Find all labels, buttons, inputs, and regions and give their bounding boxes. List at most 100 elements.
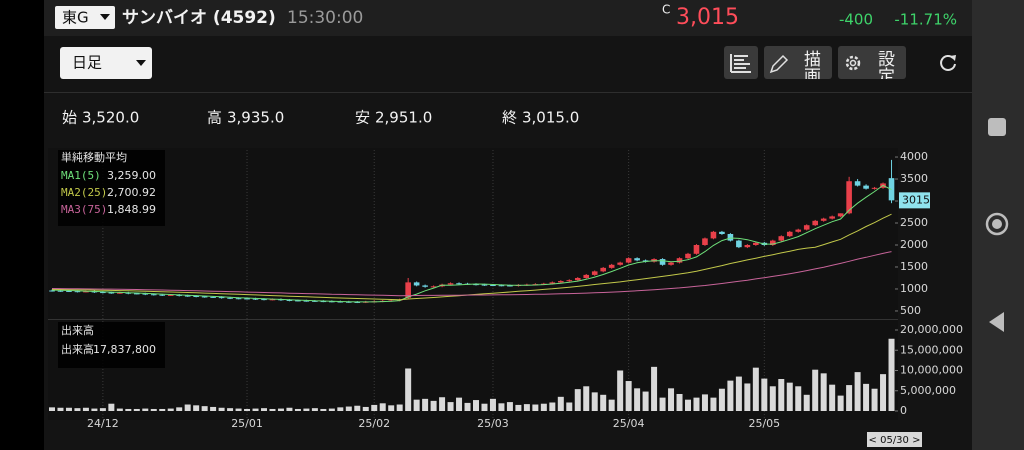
candle-body [447,283,454,285]
volume-bar [277,408,284,411]
draw-label: 描画 [800,50,821,84]
volume-bar [201,406,208,411]
volume-bar [269,408,276,411]
ohlc-label: 終 [502,109,517,127]
candle-body [685,253,691,259]
y-tick-label: 5,000,000 [900,384,956,397]
ohlc-value: 2,951.0 [375,109,432,127]
candle-body [286,299,293,301]
volume-bar [863,383,870,411]
volume-bar [710,397,717,411]
refresh-icon[interactable] [940,55,956,71]
volume-bar [422,398,429,411]
legend-value: 1,848.99 [107,203,156,216]
volume-bar [506,402,513,411]
volume-bar [405,368,412,411]
volume-bar [820,373,827,411]
ma-legend-box [58,150,165,226]
candle-body [710,231,717,239]
candle-body [846,181,852,214]
nav-home-dot [992,219,1002,229]
header-bar [44,0,972,36]
candle-body [193,296,199,298]
candle-body [295,300,301,302]
volume-bar [261,408,267,411]
volume-bar [693,397,700,411]
settings-label: 設定 [874,50,895,84]
volume-bar [727,380,734,411]
volume-bar [193,405,200,411]
nav-home[interactable] [985,212,1009,236]
candle-body [329,301,335,303]
volume-bar [447,402,454,411]
market-select[interactable] [55,6,115,29]
y-tick-label: 2500 [900,216,928,229]
gear-center [849,59,857,67]
candle-body [167,294,174,296]
candle-body [108,292,115,294]
candle-body [83,291,89,293]
volume-bar [150,408,157,411]
candle-body [210,296,216,298]
draw-button[interactable] [764,46,832,79]
candle-body [829,216,835,219]
settings-button[interactable] [838,46,906,79]
y-tick-label: 1500 [900,260,928,273]
candle-body [303,300,310,302]
refresh-arrow [950,55,956,61]
candle-body [218,297,225,299]
price-flag: C [662,3,670,17]
candle-body [600,267,606,272]
candle-body [354,301,361,303]
price-tag [899,192,930,209]
nav-recent[interactable] [988,118,1006,136]
candle-body [549,282,556,284]
candle-body [490,285,496,287]
candle-body [49,290,55,292]
volume-bar [803,394,810,411]
volume-bar [829,384,836,411]
candle-body [134,293,140,295]
volume-bar [498,403,505,411]
legend-value: 2,700.92 [107,186,156,199]
volume-bar [651,366,658,411]
volume-bar [523,404,530,411]
volume-bar [786,382,793,411]
candle-body [693,244,700,254]
indicator-button[interactable] [724,46,758,79]
volume-bar [294,408,301,411]
candle-body [566,280,573,282]
volume-bar [481,403,488,411]
candle-body [498,285,505,287]
change-pct: -11.71% [894,11,957,29]
price-tag-label: 3015 [902,193,930,206]
price: 3,015 [676,5,739,30]
candle-body [812,220,818,226]
time: 15:30:00 [287,8,363,28]
candle-body [558,281,564,283]
candle-body [574,277,581,281]
y-tick-label: 20,000,000 [900,323,963,336]
candle-body [74,291,81,293]
candle-body [142,293,149,295]
candle-body [413,282,420,286]
nav-back[interactable] [989,312,1004,332]
period-select[interactable] [60,47,152,79]
volume-bar [608,399,615,411]
volume-bar [566,402,573,411]
volume-bar [337,407,344,411]
candle-body [346,301,352,303]
legend-name: MA1(5) [61,169,101,182]
volume-bar [752,367,759,411]
volume-bar [218,407,225,411]
candle-body [422,285,428,287]
volume-bar [880,374,887,411]
candle-body [795,229,802,232]
volume-legend-value: 17,837,800 [93,343,156,356]
volume-bar [871,388,878,411]
candle-body [430,286,437,288]
candle-body [269,299,276,301]
volume-bar [99,408,106,411]
candle-body [625,258,632,263]
candle-body [727,234,734,241]
